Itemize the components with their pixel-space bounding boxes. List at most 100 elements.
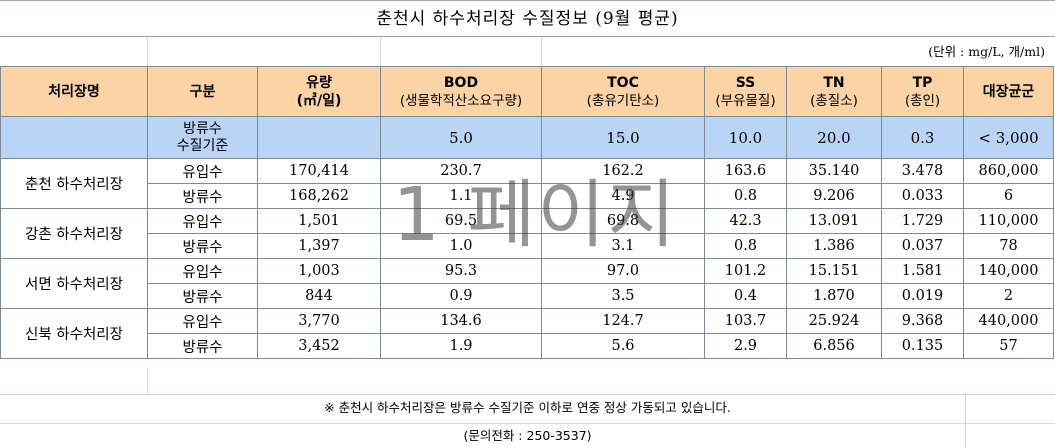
- tp-cell: 0.019: [881, 283, 964, 309]
- header-toc: TOC (총유기탄소): [541, 66, 705, 117]
- category-cell: 방류수: [147, 183, 258, 209]
- header-bod: BOD (생물학적산소요구량): [380, 66, 542, 117]
- facility-name: 서면 하수처리장: [0, 258, 148, 309]
- header-flow: 유량 (㎥/일): [257, 66, 381, 117]
- toc-cell: 69.8: [541, 208, 705, 234]
- flow-cell: 3,770: [257, 308, 381, 334]
- tp-cell: 1.729: [881, 208, 964, 234]
- tn-cell: 1.386: [786, 233, 882, 259]
- standard-coliform: < 3,000: [963, 116, 1054, 159]
- ss-cell: 0.4: [704, 283, 787, 309]
- standard-label-line1: 방류수: [183, 120, 222, 137]
- standard-flow: [257, 116, 381, 159]
- bod-cell: 1.1: [380, 183, 542, 209]
- header-tn-label: TN: [823, 74, 845, 91]
- tn-cell: 15.151: [786, 258, 882, 284]
- tp-cell: 1.581: [881, 258, 964, 284]
- standard-label-line2: 수질기준: [176, 137, 229, 154]
- category-cell: 유입수: [147, 308, 258, 334]
- category-cell: 유입수: [147, 258, 258, 284]
- table-row: 방류수 168,262 1.1 4.9 0.8 9.206 0.033 6: [1, 183, 1054, 209]
- header-flow-unit: (㎥/일): [296, 92, 342, 109]
- coliform-cell: 78: [963, 233, 1054, 259]
- header-facility: 처리장명: [0, 66, 148, 117]
- table-row: 춘천 하수처리장 유입수 170,414 230.7 162.2 163.6 3…: [0, 158, 1054, 209]
- tn-cell: 13.091: [786, 208, 882, 234]
- header-toc-label: TOC: [607, 74, 639, 91]
- bod-cell: 0.9: [380, 283, 542, 309]
- header-bod-label: BOD: [443, 74, 479, 91]
- coliform-cell: 2: [963, 283, 1054, 309]
- ss-cell: 103.7: [704, 308, 787, 334]
- header-coliform: 대장균군: [963, 66, 1054, 117]
- coliform-cell: 440,000: [963, 308, 1054, 334]
- coliform-cell: 57: [963, 333, 1054, 359]
- toc-cell: 162.2: [541, 158, 705, 184]
- grid-line: [0, 423, 1055, 424]
- category-cell: 유입수: [147, 208, 258, 234]
- header-ss-sub: (부유물질): [715, 92, 776, 109]
- tn-cell: 35.140: [786, 158, 882, 184]
- flow-cell: 1,501: [257, 208, 381, 234]
- table-row: 신북 하수처리장 유입수 3,770 134.6 124.7 103.7 25.…: [0, 308, 1054, 359]
- flow-cell: 170,414: [257, 158, 381, 184]
- toc-cell: 97.0: [541, 258, 705, 284]
- standard-toc: 15.0: [541, 116, 705, 159]
- standard-row: 방류수 수질기준 5.0 15.0 10.0 20.0 0.3 < 3,000: [0, 116, 1054, 159]
- facility-name: 강촌 하수처리장: [0, 208, 148, 259]
- bod-cell: 1.9: [380, 333, 542, 359]
- tn-cell: 25.924: [786, 308, 882, 334]
- toc-cell: 4.9: [541, 183, 705, 209]
- facility-name: 신북 하수처리장: [0, 308, 148, 359]
- table-row: 강촌 하수처리장 유입수 1,501 69.5 69.8 42.3 13.091…: [0, 208, 1054, 259]
- header-tp: TP (총인): [881, 66, 964, 117]
- grid-line: [965, 394, 966, 448]
- coliform-cell: 110,000: [963, 208, 1054, 234]
- table-row: 서면 하수처리장 유입수 1,003 95.3 97.0 101.2 15.15…: [0, 258, 1054, 309]
- category-cell: 유입수: [147, 158, 258, 184]
- grid-line: [380, 37, 381, 66]
- tp-cell: 9.368: [881, 308, 964, 334]
- grid-line: [0, 394, 1055, 395]
- header-tn: TN (총질소): [786, 66, 882, 117]
- standard-ss: 10.0: [704, 116, 787, 159]
- flow-cell: 844: [257, 283, 381, 309]
- tp-cell: 3.478: [881, 158, 964, 184]
- grid-line: [147, 368, 148, 394]
- water-quality-table: 처리장명 구분 유량 (㎥/일) BOD (생물학적산소요구량) TOC (총유기탄소…: [0, 66, 1054, 359]
- tn-cell: 1.870: [786, 283, 882, 309]
- coliform-cell: 860,000: [963, 158, 1054, 184]
- title-row: 춘천시 하수처리장 수질정보 (9월 평균): [0, 0, 1055, 37]
- standard-bod: 5.0: [380, 116, 542, 159]
- table-row: 방류수 1,397 1.0 3.1 0.8 1.386 0.037 78: [1, 233, 1054, 259]
- facility-name: 춘천 하수처리장: [0, 158, 148, 209]
- page-title: 춘천시 하수처리장 수질정보 (9월 평균): [376, 9, 679, 29]
- ss-cell: 2.9: [704, 333, 787, 359]
- contact-info: (문의전화 : 250-3537): [463, 428, 592, 443]
- footnote: ※ 춘천시 하수처리장은 방류수 수질기준 이하로 연중 정상 가동되고 있습니…: [324, 400, 731, 415]
- header-tn-sub: (총질소): [810, 92, 858, 109]
- header-tp-label: TP: [912, 74, 933, 91]
- toc-cell: 3.5: [541, 283, 705, 309]
- flow-cell: 1,397: [257, 233, 381, 259]
- ss-cell: 101.2: [704, 258, 787, 284]
- category-cell: 방류수: [147, 333, 258, 359]
- tp-cell: 0.037: [881, 233, 964, 259]
- header-row: 처리장명 구분 유량 (㎥/일) BOD (생물학적산소요구량) TOC (총유기탄소…: [0, 66, 1054, 117]
- category-cell: 방류수: [147, 233, 258, 259]
- tp-cell: 0.033: [881, 183, 964, 209]
- toc-cell: 124.7: [541, 308, 705, 334]
- flow-cell: 168,262: [257, 183, 381, 209]
- grid-line: [147, 37, 148, 66]
- toc-cell: 3.1: [541, 233, 705, 259]
- bod-cell: 95.3: [380, 258, 542, 284]
- bod-cell: 1.0: [380, 233, 542, 259]
- standard-label: 방류수 수질기준: [147, 116, 258, 159]
- header-bod-sub: (생물학적산소요구량): [399, 92, 523, 109]
- table-row: 방류수 844 0.9 3.5 0.4 1.870 0.019 2: [1, 283, 1054, 309]
- table-row: 방류수 3,452 1.9 5.6 2.9 6.856 0.135 57: [1, 333, 1054, 359]
- ss-cell: 42.3: [704, 208, 787, 234]
- tn-cell: 9.206: [786, 183, 882, 209]
- unit-row: (단위 : mg/L, 개/ml): [0, 37, 1055, 66]
- category-cell: 방류수: [147, 283, 258, 309]
